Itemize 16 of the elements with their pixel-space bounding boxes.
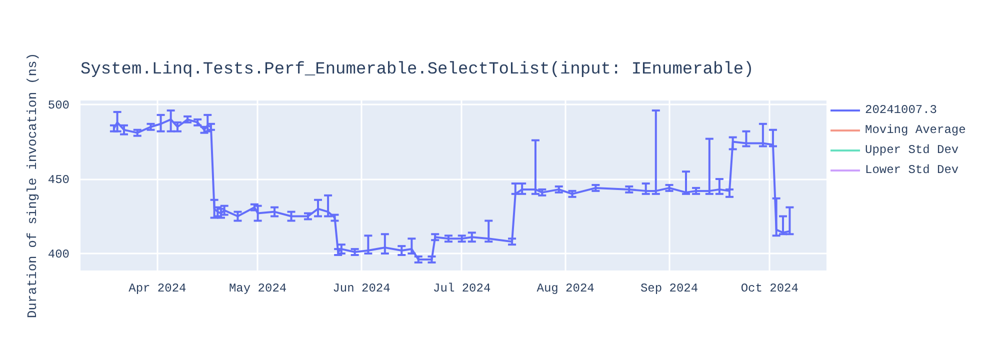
x-tick-label: Jun 2024 [332,282,390,296]
y-tick-label: 500 [48,98,70,113]
legend-label: Moving Average [865,123,966,137]
legend-label: Lower Std Dev [865,163,959,177]
x-tick-label: Jul 2024 [433,282,491,296]
y-tick-label: 450 [48,173,70,188]
legend-label: 20241007.3 [865,103,938,117]
x-tick-label: May 2024 [228,282,287,296]
legend-label: Upper Std Dev [865,143,959,157]
y-tick-label: 400 [48,248,70,262]
x-tick-label: Apr 2024 [128,282,186,296]
x-tick-label: Oct 2024 [740,282,798,296]
x-tick-label: Sep 2024 [640,282,698,296]
y-axis-title: Duration of single invocation (ns) [24,52,40,318]
chart-title: System.Linq.Tests.Perf_Enumerable.SelectToList(input: IEnumerable) [80,60,754,80]
x-tick-label: Aug 2024 [536,282,594,296]
